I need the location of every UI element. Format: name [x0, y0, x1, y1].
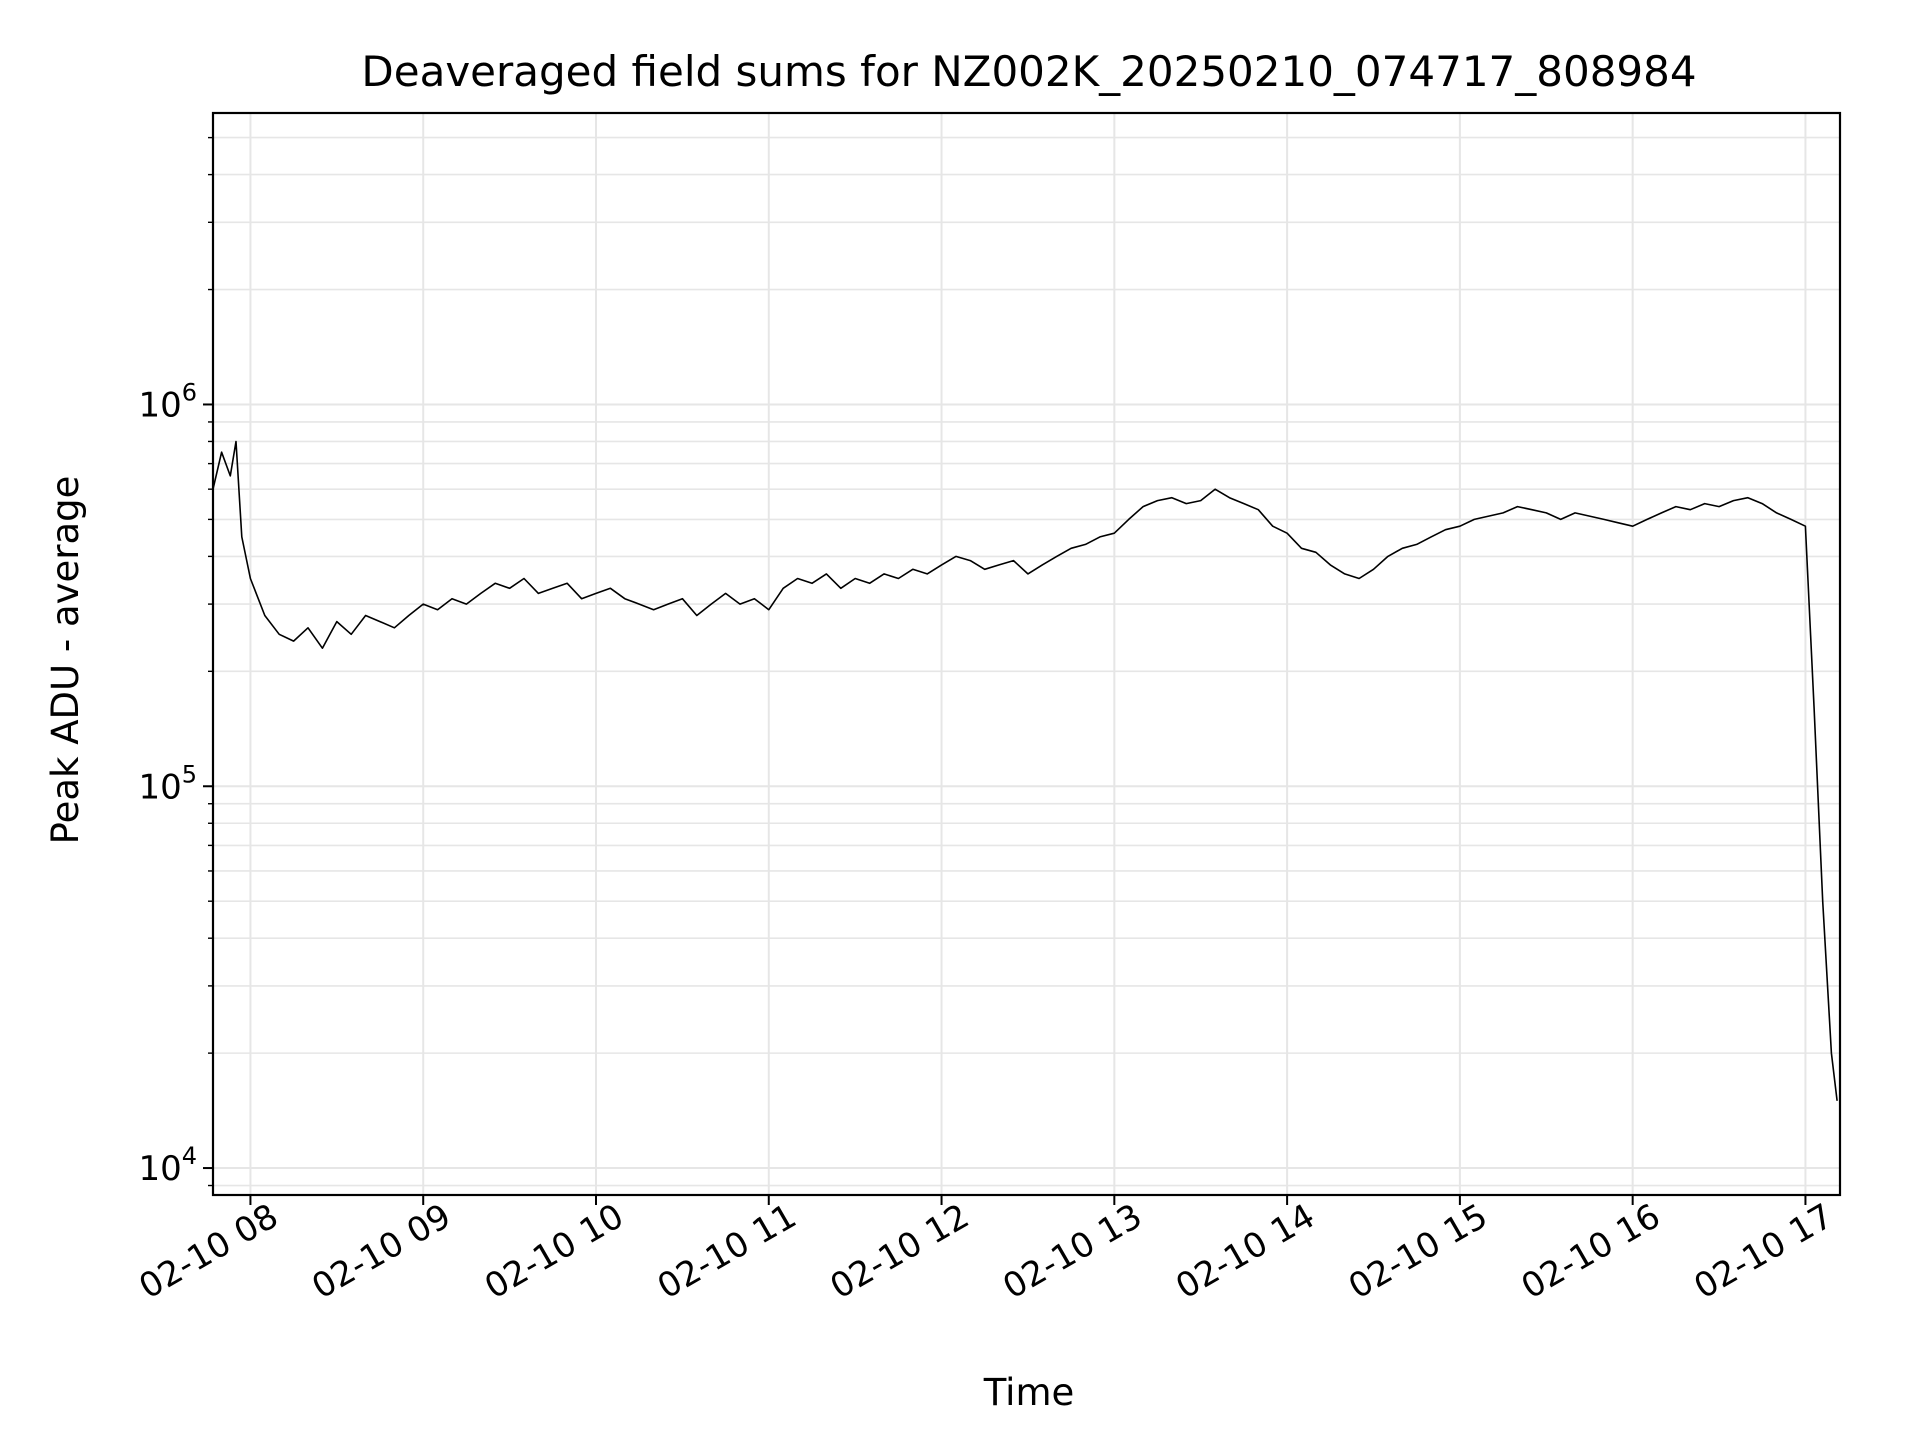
- y-axis-label: Peak ADU - average: [44, 476, 87, 845]
- x-axis-label: Time: [983, 1371, 1075, 1414]
- y-tick-label: 105: [138, 760, 197, 807]
- plot-frame: [211, 111, 1842, 1197]
- series-line: [212, 440, 1838, 1101]
- y-axis-ticks: 104 105 106: [138, 136, 213, 1189]
- y-tick-label: 106: [138, 378, 197, 425]
- y-tick-label: 104: [138, 1142, 197, 1189]
- chart-title: Deaveraged field sums for NZ002K_2025021…: [361, 47, 1696, 96]
- grid-lines: [213, 113, 1840, 1195]
- data-series: [212, 440, 1838, 1101]
